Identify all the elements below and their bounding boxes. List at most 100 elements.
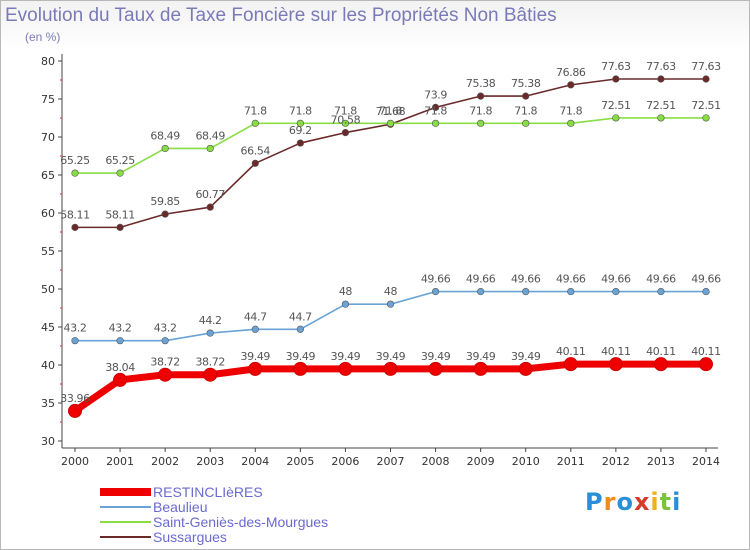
data-label-2: 71.8 [379,104,402,117]
data-label-1: 43.2 [64,322,87,335]
series-point-2 [296,119,304,127]
x-tick-label: 2013 [647,455,675,468]
series-point-2 [251,119,259,127]
series-point-1 [702,287,710,296]
data-label-2: 71.8 [424,104,447,117]
series-point-3 [206,203,214,211]
series-point-1 [477,287,485,296]
series-point-0 [473,361,488,376]
series-point-0 [608,357,623,372]
series-point-1 [161,337,169,345]
data-label-2: 72.51 [601,99,631,112]
series-point-2 [161,144,169,153]
data-label-3: 71.68 [376,105,406,118]
data-label-1: 43.2 [154,322,177,335]
logo-letter: P [585,488,604,516]
y-tick-label: 35 [41,397,55,410]
series-point-0 [428,361,443,376]
series-point-3 [567,81,575,89]
y-tick-label: 80 [41,55,55,68]
data-label-3: 60.77 [195,188,225,201]
x-tick-label: 2012 [602,455,630,468]
series-point-1 [431,287,440,296]
series-point-0 [158,367,173,382]
series-point-1 [296,325,304,333]
series-point-0 [699,357,713,372]
series-point-1 [657,287,665,296]
data-label-0: 40.11 [691,345,721,358]
series-point-3 [612,75,620,83]
series-point-3 [431,103,440,111]
y-tick-label: 65 [41,169,55,182]
x-tick-label: 2005 [286,455,314,468]
series-point-1 [341,300,350,308]
x-tick-label: 2007 [377,455,405,468]
data-label-0: 40.11 [601,345,631,358]
series-point-1 [386,300,395,308]
data-label-1: 49.66 [511,273,541,286]
data-label-0: 39.49 [376,350,406,363]
data-label-2: 72.51 [691,99,721,112]
x-tick-label: 2008 [422,455,450,468]
x-tick-label: 2003 [196,455,224,468]
data-label-0: 38.72 [195,356,225,369]
x-tick-label: 2006 [331,455,359,468]
series-point-1 [567,287,575,296]
data-label-2: 65.25 [105,154,135,167]
logo-letter: r [603,488,617,516]
data-label-2: 71.8 [244,104,267,117]
data-label-0: 39.49 [286,350,316,363]
series-point-0 [518,361,533,376]
series-point-0 [653,357,668,372]
series-point-2 [522,119,530,127]
data-label-0: 38.04 [105,361,135,374]
legend-label-3: Sussargues [153,529,227,545]
series-point-2 [71,169,79,177]
series-point-1 [116,337,124,345]
series-point-2 [206,144,214,153]
series-point-2 [477,119,485,127]
data-label-1: 49.66 [421,273,451,286]
series-point-2 [386,119,395,127]
data-label-1: 49.66 [556,273,586,286]
legend-label-1: Beaulieu [153,499,208,515]
y-tick-label: 75 [41,93,55,106]
proxiti-logo: Proxiti [585,488,681,516]
data-label-0: 39.49 [466,350,496,363]
data-label-3: 77.63 [646,60,676,73]
data-label-1: 49.66 [601,273,631,286]
data-label-0: 38.72 [150,356,180,369]
data-label-3: 66.54 [241,144,271,157]
data-label-0: 39.49 [241,350,271,363]
series-point-2 [116,169,124,177]
data-label-3: 77.63 [691,60,721,73]
logo-letter: i [650,488,660,516]
series-point-1 [71,337,79,345]
data-label-2: 71.8 [469,104,492,117]
x-tick-label: 2004 [241,455,269,468]
data-label-2: 71.8 [514,104,537,117]
data-label-3: 58.11 [105,208,135,221]
data-label-1: 44.7 [289,310,312,323]
series-point-1 [612,287,620,296]
series-point-2 [341,119,350,127]
series-point-3 [251,159,259,167]
series-point-3 [522,92,530,100]
x-tick-label: 2010 [512,455,540,468]
data-label-3: 73.9 [424,88,447,101]
data-label-1: 48 [339,285,353,298]
legend-label-0: RESTINCLIèRES [153,484,263,500]
data-label-1: 44.2 [199,314,222,327]
series-point-3 [657,75,665,83]
data-label-2: 68.49 [195,129,225,142]
y-tick-label: 30 [41,435,55,448]
logo-letter: t [659,488,673,516]
series-point-0 [383,361,398,376]
data-label-1: 48 [384,285,398,298]
data-label-0: 40.11 [646,345,676,358]
series-point-0 [338,361,353,376]
logo-letter: i [672,488,682,516]
series-point-3 [116,223,124,231]
x-tick-label: 2011 [557,455,585,468]
